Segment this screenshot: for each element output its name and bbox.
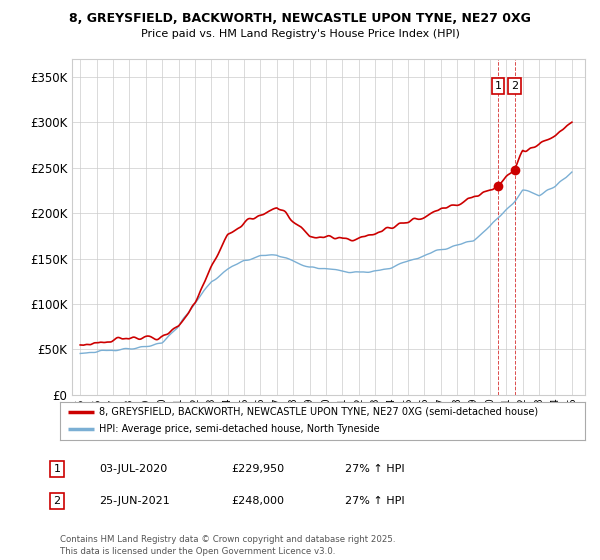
- Text: 2: 2: [53, 496, 61, 506]
- Text: 8, GREYSFIELD, BACKWORTH, NEWCASTLE UPON TYNE, NE27 0XG (semi-detached house): 8, GREYSFIELD, BACKWORTH, NEWCASTLE UPON…: [100, 407, 539, 417]
- Text: £229,950: £229,950: [231, 464, 284, 474]
- Text: 2: 2: [511, 81, 518, 91]
- Text: 03-JUL-2020: 03-JUL-2020: [99, 464, 167, 474]
- Text: 8, GREYSFIELD, BACKWORTH, NEWCASTLE UPON TYNE, NE27 0XG: 8, GREYSFIELD, BACKWORTH, NEWCASTLE UPON…: [69, 12, 531, 25]
- Text: £248,000: £248,000: [231, 496, 284, 506]
- Text: 27% ↑ HPI: 27% ↑ HPI: [345, 464, 404, 474]
- Text: 1: 1: [494, 81, 502, 91]
- Text: Price paid vs. HM Land Registry's House Price Index (HPI): Price paid vs. HM Land Registry's House …: [140, 29, 460, 39]
- Text: HPI: Average price, semi-detached house, North Tyneside: HPI: Average price, semi-detached house,…: [100, 424, 380, 435]
- Text: 1: 1: [53, 464, 61, 474]
- Text: 27% ↑ HPI: 27% ↑ HPI: [345, 496, 404, 506]
- Text: 25-JUN-2021: 25-JUN-2021: [99, 496, 170, 506]
- Text: Contains HM Land Registry data © Crown copyright and database right 2025.
This d: Contains HM Land Registry data © Crown c…: [60, 535, 395, 556]
